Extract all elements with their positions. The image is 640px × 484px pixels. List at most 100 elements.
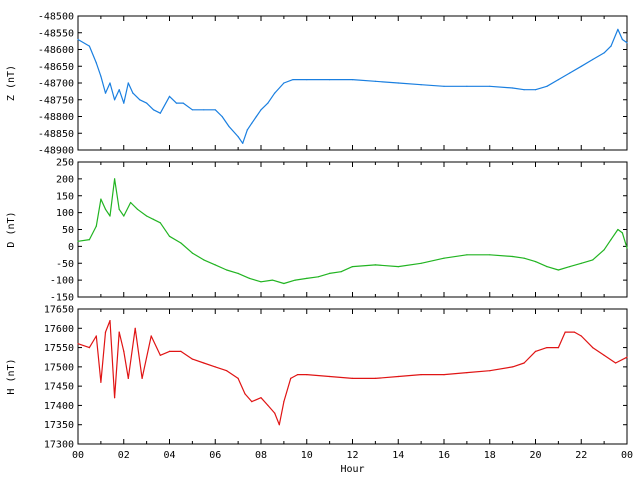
data-point <box>443 374 445 376</box>
data-point <box>274 412 276 414</box>
data-point <box>511 366 514 368</box>
data-point <box>100 381 102 383</box>
x-tick-label: 20 <box>529 450 541 461</box>
data-point <box>118 331 120 333</box>
data-point <box>180 242 182 244</box>
y-tick-label: 17400 <box>44 401 74 412</box>
data-point <box>397 375 399 378</box>
data-point <box>610 239 612 241</box>
data-point <box>466 254 468 256</box>
data-point <box>77 343 79 345</box>
data-point <box>191 358 193 360</box>
data-point <box>127 82 129 84</box>
data-point <box>306 374 308 376</box>
data-point <box>226 370 228 372</box>
y-tick-label: -48700 <box>38 79 74 90</box>
data-point <box>175 102 177 104</box>
data-point <box>214 109 216 111</box>
y-tick-label: 0 <box>68 242 74 253</box>
data-point <box>242 142 244 144</box>
data-point <box>237 377 239 379</box>
data-point <box>152 109 155 111</box>
y-tick-label: -50 <box>56 259 74 270</box>
data-point <box>340 271 342 273</box>
data-point <box>297 374 299 376</box>
y-tick-label: -48900 <box>38 146 74 157</box>
y-tick-label: -48800 <box>38 112 74 123</box>
data-point <box>557 347 560 349</box>
data-point <box>77 38 79 41</box>
data-point <box>251 401 253 403</box>
data-point <box>534 350 537 352</box>
x-tick-label: 00 <box>72 450 84 461</box>
data-point <box>610 45 612 47</box>
x-tick-label: 16 <box>438 450 450 461</box>
data-point <box>237 136 239 138</box>
data-point <box>267 102 269 104</box>
data-point <box>306 277 308 279</box>
x-tick-label: 12 <box>346 450 358 461</box>
x-axis-label: Hour <box>340 464 364 475</box>
data-point <box>592 58 594 61</box>
x-tick-label: 14 <box>392 450 404 461</box>
y-tick-label: -48500 <box>38 12 74 23</box>
data-point <box>557 269 560 271</box>
y-tick-label: -48550 <box>38 28 74 39</box>
data-point <box>603 52 605 54</box>
data-point <box>523 362 525 364</box>
data-point <box>557 79 560 81</box>
data-point <box>374 80 376 82</box>
y-axis-label: Z (nT) <box>6 65 17 101</box>
x-tick-label: 18 <box>484 450 496 461</box>
data-point <box>397 82 399 84</box>
data-point <box>329 375 331 378</box>
x-tick-label: 10 <box>301 450 313 461</box>
data-point <box>267 404 269 406</box>
x-tick-label: 08 <box>255 450 267 461</box>
data-point <box>95 225 97 227</box>
data-point <box>104 92 107 94</box>
data-point <box>118 89 120 91</box>
y-tick-label: 200 <box>56 174 74 185</box>
data-point <box>104 331 107 333</box>
data-point <box>546 347 548 349</box>
data-point <box>114 397 116 399</box>
data-point <box>244 393 246 395</box>
data-point <box>109 215 111 217</box>
data-point <box>351 377 354 379</box>
data-point <box>130 201 132 204</box>
data-point <box>271 279 273 281</box>
y-tick-label: -48650 <box>38 62 74 73</box>
data-point <box>226 269 228 271</box>
y-tick-label: 17600 <box>44 324 74 335</box>
data-point <box>249 277 251 279</box>
data-point <box>615 362 617 364</box>
data-point <box>146 102 148 104</box>
data-point <box>109 82 111 84</box>
data-point <box>132 92 134 94</box>
data-point <box>290 377 292 379</box>
y-tick-label: 17550 <box>44 343 74 354</box>
data-point <box>351 266 354 268</box>
data-point <box>104 208 107 210</box>
x-tick-label: 22 <box>575 450 587 461</box>
data-point <box>221 115 223 118</box>
data-point <box>95 335 97 337</box>
data-point <box>274 92 276 94</box>
data-point <box>534 261 537 263</box>
data-point <box>374 264 376 266</box>
data-point <box>191 252 193 254</box>
data-point <box>626 247 628 249</box>
data-point <box>420 374 422 376</box>
data-point <box>374 377 376 379</box>
data-point <box>306 79 308 81</box>
series-line-2 <box>77 178 628 285</box>
data-point <box>443 257 445 259</box>
y-tick-label: -48850 <box>38 129 74 140</box>
y-tick-label: 50 <box>62 225 74 236</box>
data-point <box>523 257 525 259</box>
data-point <box>100 75 102 77</box>
plot-frame-1 <box>77 15 628 151</box>
data-point <box>100 198 102 200</box>
